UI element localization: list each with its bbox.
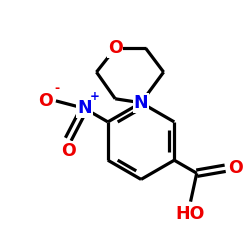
Text: O: O [38, 92, 53, 110]
Text: O: O [61, 142, 76, 160]
Text: N: N [77, 99, 92, 117]
Text: O: O [108, 39, 122, 57]
Text: N: N [134, 94, 148, 112]
Text: HO: HO [176, 204, 205, 222]
Text: +: + [90, 90, 100, 103]
Text: -: - [54, 82, 59, 95]
Text: O: O [228, 159, 243, 177]
